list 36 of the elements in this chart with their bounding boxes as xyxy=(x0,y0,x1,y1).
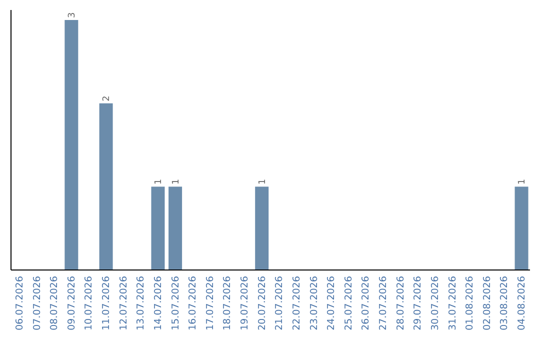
data-label: 2 xyxy=(102,96,112,102)
x-tick-label: 01.08.2026 xyxy=(464,276,476,330)
x-tick-label: 09.07.2026 xyxy=(66,276,78,330)
x-tick-label: 28.07.2026 xyxy=(395,276,406,330)
x-tick-label: 14.07.2026 xyxy=(152,276,164,330)
x-tick-label: 02.08.2026 xyxy=(482,276,493,330)
data-label: 1 xyxy=(171,178,182,185)
x-tick-label: 08.07.2026 xyxy=(49,276,60,330)
x-tick-label: 16.07.2026 xyxy=(188,276,199,330)
x-tick-label: 27.07.2026 xyxy=(378,276,390,330)
data-label: 3 xyxy=(67,12,78,18)
x-tick-label: 24.07.2026 xyxy=(326,276,338,330)
data-label: 1 xyxy=(518,178,528,185)
x-tick-label: 23.07.2026 xyxy=(308,276,320,330)
x-tick-label: 20.07.2026 xyxy=(256,276,268,330)
x-tick-label: 31.07.2026 xyxy=(447,276,458,330)
x-tick-label: 13.07.2026 xyxy=(136,276,147,330)
x-tick-label: 25.07.2026 xyxy=(343,276,354,330)
data-label: 1 xyxy=(258,178,268,185)
x-tick-label: 12.07.2026 xyxy=(118,276,130,330)
x-tick-label: 19.07.2026 xyxy=(240,276,251,330)
x-tick-label: 04.08.2026 xyxy=(516,276,528,330)
data-label: 1 xyxy=(154,178,164,185)
x-tick-label: 18.07.2026 xyxy=(222,276,234,330)
x-tick-label: 22.07.2026 xyxy=(291,276,302,330)
x-tick-label: 10.07.2026 xyxy=(84,276,95,330)
x-tick-label: 26.07.2026 xyxy=(360,276,372,330)
x-tick-label: 30.07.2026 xyxy=(430,276,441,330)
x-tick-label: 21.07.2026 xyxy=(274,276,286,330)
x-tick-label: 17.07.2026 xyxy=(204,276,216,330)
x-tick-label: 11.07.2026 xyxy=(101,276,112,330)
x-tick-label: 06.07.2026 xyxy=(14,276,26,330)
x-tick-label: 07.07.2026 xyxy=(32,276,43,330)
x-tick-label: 03.08.2026 xyxy=(499,276,510,330)
x-tick-label: 15.07.2026 xyxy=(170,276,182,330)
x-tick-label: 29.07.2026 xyxy=(412,276,424,330)
